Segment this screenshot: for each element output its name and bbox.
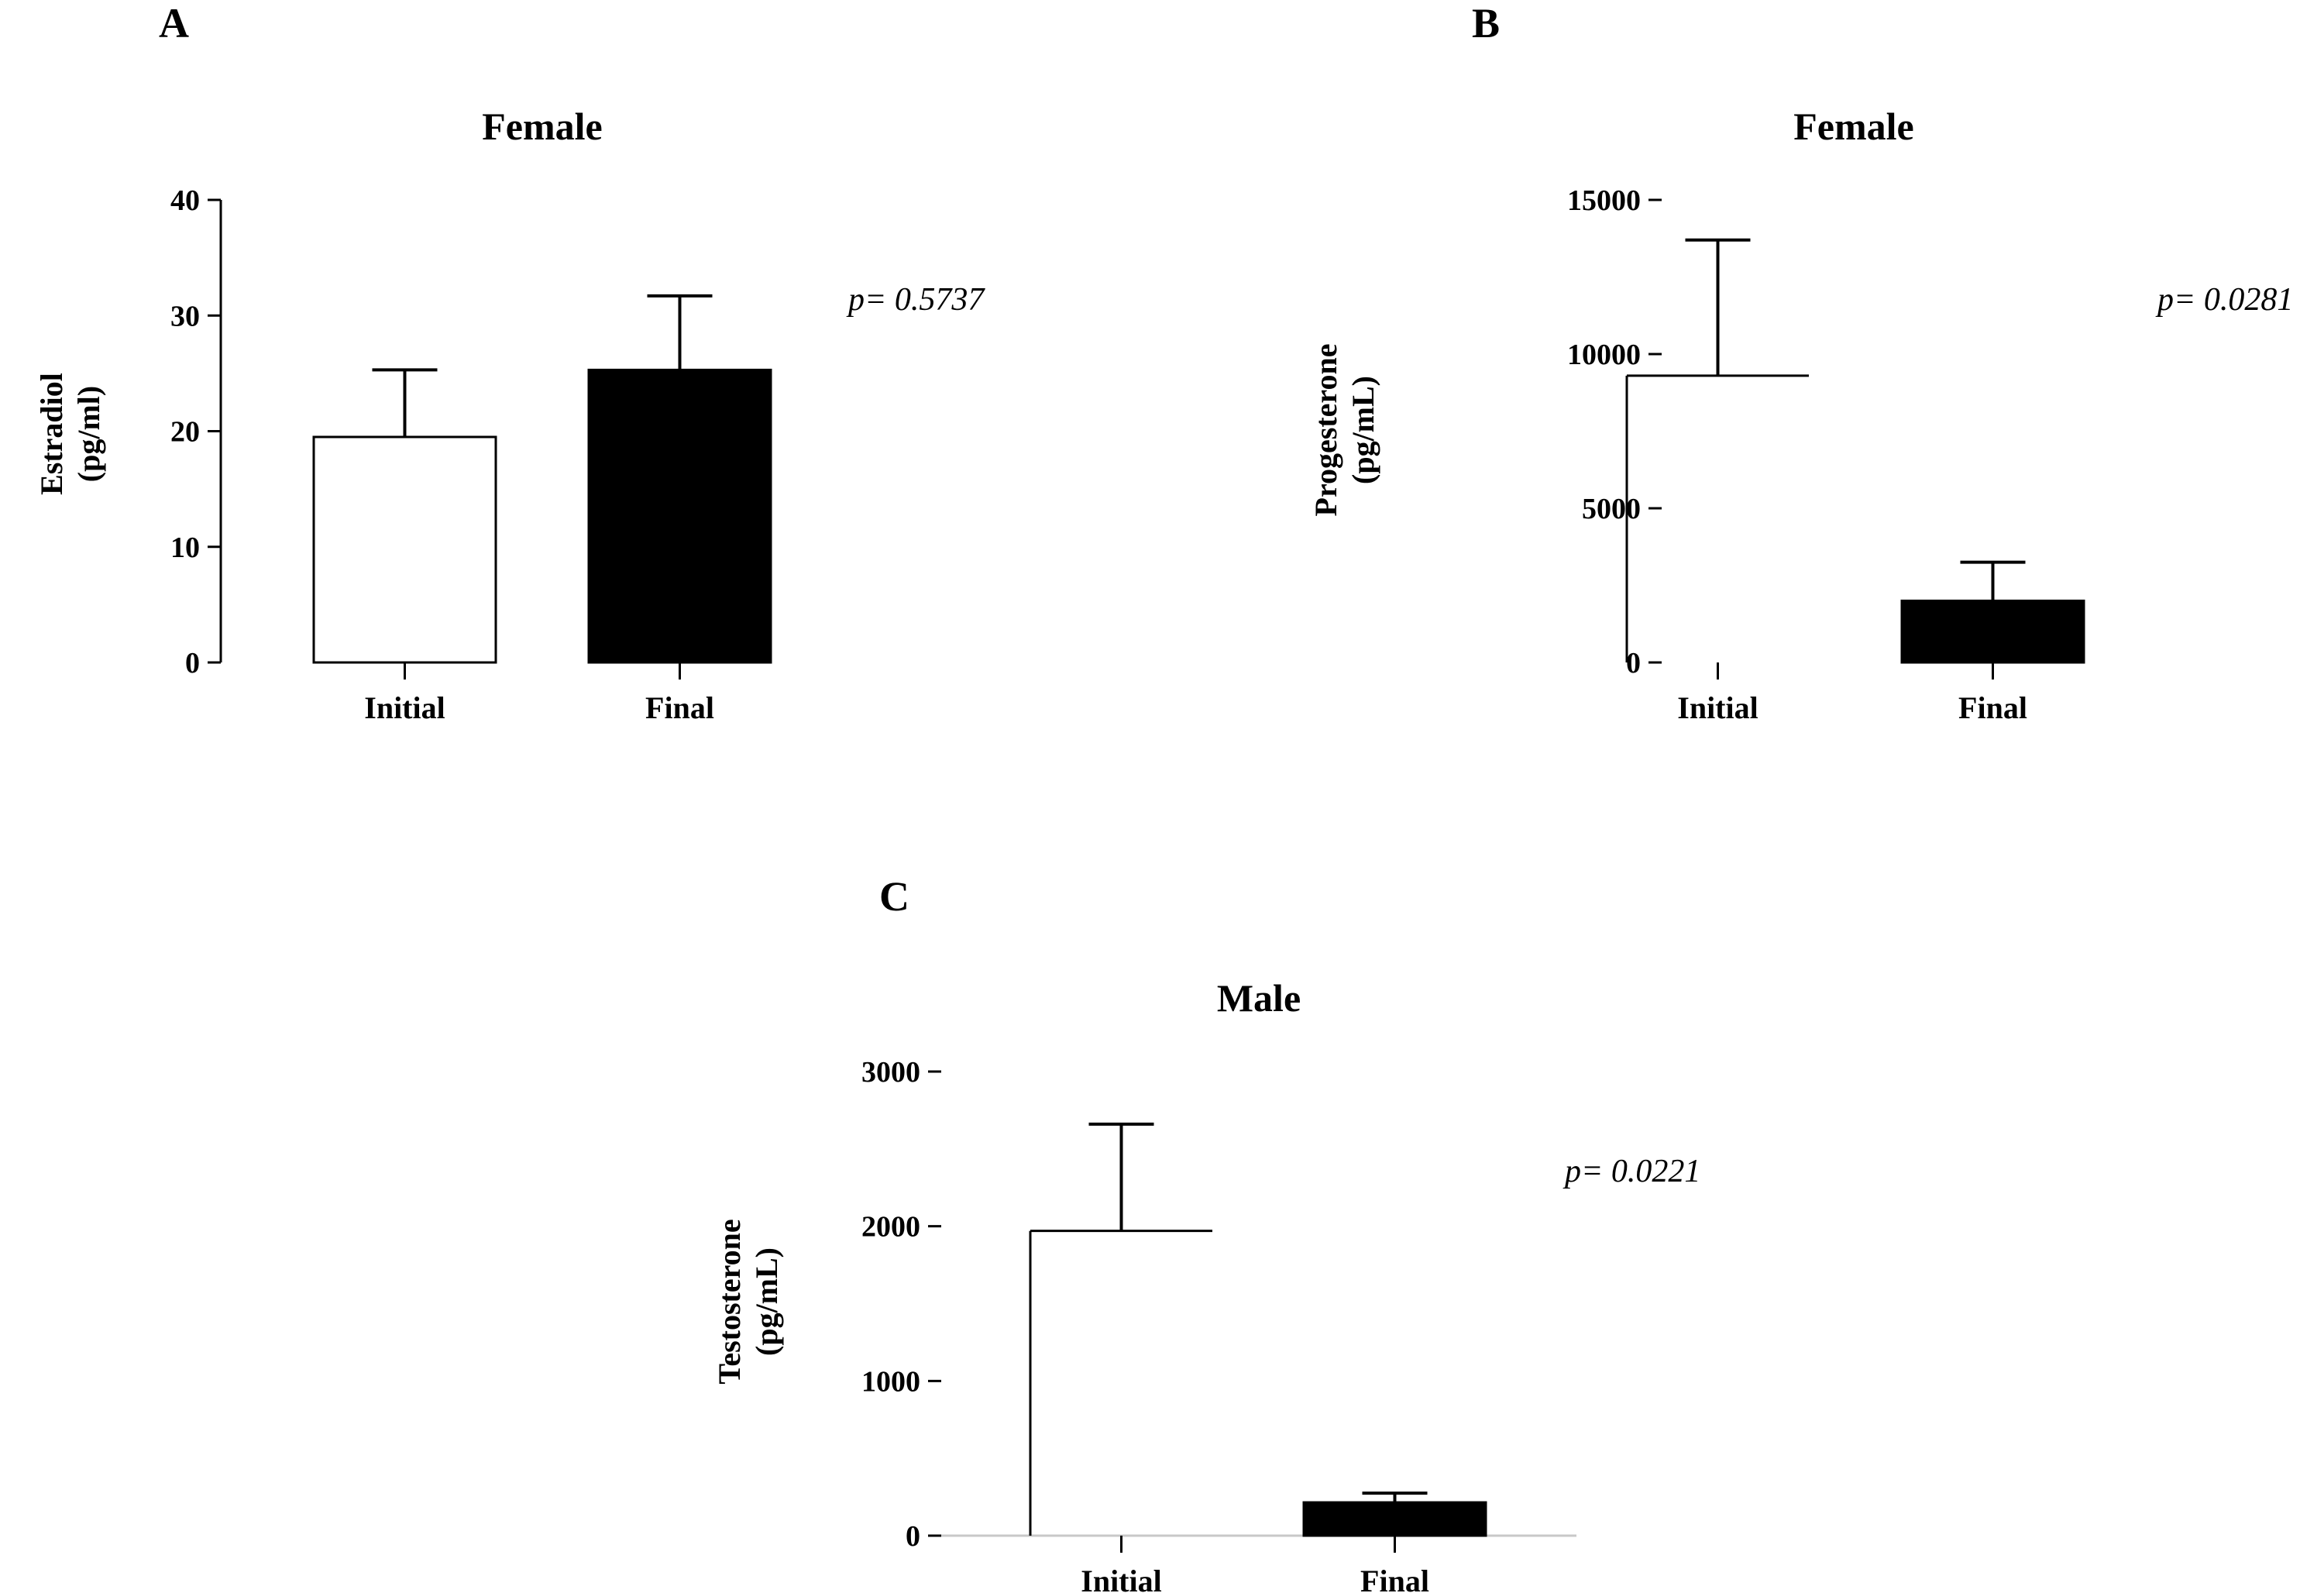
y-tick-label: 0 [185, 647, 200, 680]
x-tick-label: Initial [1081, 1564, 1161, 1593]
y-tick-label: 0 [906, 1520, 920, 1553]
y-tick-label: 0 [1626, 647, 1641, 680]
y-axis-label: Estradiol (pg/ml) [34, 373, 106, 495]
y-tick-label: 3000 [861, 1056, 920, 1089]
y-axis-label-line: Progesterone [1308, 344, 1343, 517]
x-tick-label: Initial [364, 690, 445, 725]
y-tick-label: 30 [170, 300, 200, 332]
y-tick-label: 15000 [1567, 184, 1641, 217]
y-axis-label-line: Testosterone [712, 1219, 747, 1384]
y-axis-label-line: (pg/mL) [749, 1247, 784, 1356]
chart-title: Female [1793, 105, 1913, 148]
y-tick-label: 5000 [1582, 493, 1641, 525]
y-axis-label: Progesterone (pg/mL) [1308, 344, 1380, 517]
y-tick-label: 2000 [861, 1211, 920, 1244]
panel-b: B Female 0 5000 10000 15000 Initial Final Proges… [1308, 0, 2293, 725]
bar-final [1302, 1501, 1487, 1537]
y-axis-label: Testosterone (pg/mL) [712, 1219, 784, 1384]
chart-title: Female [482, 105, 602, 148]
chart-title: Male [1217, 976, 1301, 1020]
x-tick-label: Final [1360, 1564, 1429, 1593]
x-tick-label: Final [645, 690, 714, 725]
panel-label: A [159, 0, 189, 46]
y-axis-label-line: (pg/mL) [1346, 376, 1380, 484]
bar-final [587, 368, 772, 664]
panel-a: A Female 0 10 20 30 40 Initial Final Estradiol (pg… [34, 0, 985, 725]
y-axis-label-line: Estradiol [34, 373, 69, 495]
x-tick-label: Final [1958, 690, 2027, 725]
p-value-annotation: p= 0.0281 [2155, 282, 2293, 318]
y-axis-label-line: (pg/ml) [71, 386, 106, 482]
panel-label: C [879, 873, 909, 920]
panel-label: B [1472, 0, 1500, 46]
bar-initial [312, 435, 497, 664]
bar-final [1900, 599, 2085, 664]
p-value-annotation: p= 0.5737 [846, 282, 985, 318]
panel-c: C Male 0 1000 2000 3000 Initial Final Testostero… [712, 873, 1700, 1593]
y-tick-label: 10000 [1567, 339, 1641, 371]
y-tick-label: 10 [170, 532, 200, 564]
p-value-annotation: p= 0.0221 [1563, 1154, 1700, 1189]
y-tick-label: 1000 [861, 1365, 920, 1398]
y-tick-label: 40 [170, 184, 200, 217]
y-tick-label: 20 [170, 416, 200, 449]
x-tick-label: Initial [1677, 690, 1758, 725]
